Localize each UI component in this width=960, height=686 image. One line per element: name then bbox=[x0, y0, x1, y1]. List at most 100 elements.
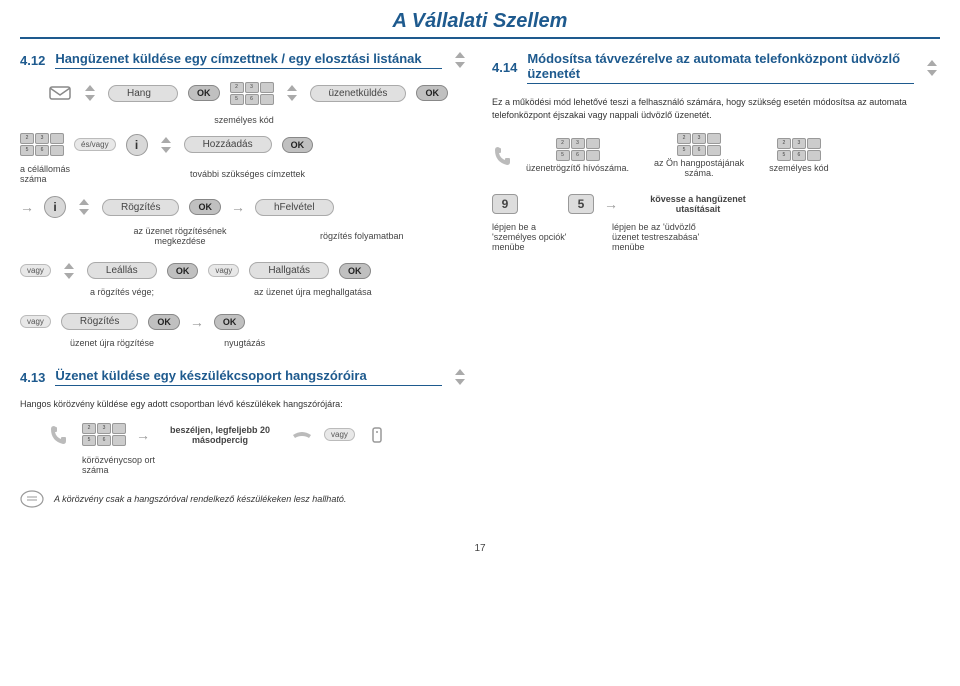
keypad-icon: 23 56 bbox=[777, 138, 821, 161]
page-number: 17 bbox=[20, 543, 940, 554]
ok-button[interactable]: OK bbox=[214, 314, 246, 330]
section-title: Módosítsa távvezérelve az automata telef… bbox=[527, 51, 914, 84]
ok-button[interactable]: OK bbox=[188, 85, 220, 101]
key-5[interactable]: 5 bbox=[568, 194, 594, 214]
heading-4-13: 4.13 Üzenet küldése egy készülékcsoport … bbox=[20, 368, 468, 386]
row-rogz2: vagy Rögzítés OK → OK bbox=[20, 313, 468, 330]
rogz-folyt-desc: rögzítés folyamatban bbox=[320, 231, 404, 241]
ok-button[interactable]: OK bbox=[189, 199, 221, 215]
keypad-icon: 23 56 bbox=[20, 133, 64, 156]
speaker-icon bbox=[365, 423, 389, 447]
vagy-label: vagy bbox=[208, 264, 239, 277]
section-num: 4.13 bbox=[20, 370, 45, 385]
uzenetrogz-desc: üzenetrögzítő hívószáma. bbox=[526, 163, 629, 173]
arrow-icon: → bbox=[231, 199, 245, 215]
key-9[interactable]: 9 bbox=[492, 194, 518, 214]
s413-intro: Hangos körözvény küldése egy adott csopo… bbox=[20, 398, 468, 411]
heading-4-12: 4.12 Hangüzenet küldése egy címzettnek /… bbox=[20, 51, 468, 69]
navpad-icon bbox=[158, 137, 174, 153]
handset-icon bbox=[492, 144, 516, 168]
s414-intro: Ez a működési mód lehetővé teszi a felha… bbox=[492, 96, 940, 121]
keypad-icon: 23 56 bbox=[677, 133, 721, 156]
keypad-icon: 23 56 bbox=[556, 138, 600, 161]
row-hang: Hang OK 23 56 üzenetküldés OK bbox=[48, 81, 468, 105]
celallomas-desc: a célállomás száma bbox=[20, 164, 90, 184]
info-button[interactable]: i bbox=[44, 196, 66, 218]
nav-icon bbox=[452, 369, 468, 385]
szemelyes-desc: személyes kód bbox=[769, 163, 829, 173]
section-title: Hangüzenet küldése egy címzettnek / egy … bbox=[55, 51, 442, 69]
section-num: 4.12 bbox=[20, 53, 45, 68]
ok-button[interactable]: OK bbox=[167, 263, 199, 279]
nav-icon bbox=[452, 52, 468, 68]
ujra-rogz-desc: üzenet újra rögzítése bbox=[70, 338, 154, 348]
row-s413-main: 23 56 → beszéljen, legfeljebb 20 másodpe… bbox=[48, 423, 468, 447]
hfelvetel-pill: hFelvétel bbox=[255, 199, 334, 216]
beszeljen-text: beszéljen, legfeljebb 20 másodpercig bbox=[160, 425, 280, 445]
page-title: A Vállalati Szellem bbox=[20, 10, 940, 39]
vagy-label: vagy bbox=[20, 264, 51, 277]
rogzites2-pill: Rögzítés bbox=[61, 313, 138, 330]
arrow-icon: → bbox=[190, 314, 204, 330]
arrow-icon: → bbox=[604, 196, 618, 212]
nav-icon bbox=[924, 60, 940, 76]
handset-down-icon bbox=[290, 423, 314, 447]
tovabbi-desc: további szükséges címzettek bbox=[190, 169, 305, 179]
rogz-vege-desc: a rögzítés vége; bbox=[90, 287, 154, 297]
esvagy-label: és/vagy bbox=[74, 138, 116, 151]
columns: 4.12 Hangüzenet küldése egy címzettnek /… bbox=[20, 51, 940, 531]
row-leallas-desc: a rögzítés vége; az üzenet újra meghallg… bbox=[20, 287, 468, 297]
info-button[interactable]: i bbox=[126, 134, 148, 156]
note-box: A körözvény csak a hangszóróval rendelke… bbox=[20, 487, 468, 511]
section-title: Üzenet küldése egy készülékcsoport hangs… bbox=[55, 368, 442, 386]
celallomas-block: 23 56 bbox=[20, 133, 64, 156]
nyugtazas-desc: nyugtázás bbox=[224, 338, 265, 348]
csop-desc: körözvénycsop ort száma bbox=[82, 455, 162, 475]
navpad-icon bbox=[82, 85, 98, 101]
vagy-label: vagy bbox=[20, 315, 51, 328]
kovesse-desc: kövesse a hangüzenet utasításait bbox=[628, 194, 768, 214]
section-4-12: 4.12 Hangüzenet küldése egy címzettnek /… bbox=[20, 51, 468, 348]
navpad-icon bbox=[61, 263, 77, 279]
navpad-icon bbox=[284, 85, 300, 101]
heading-4-14: 4.14 Módosítsa távvezérelve az automata … bbox=[492, 51, 940, 84]
row-rogz2-desc: üzenet újra rögzítése nyugtázás bbox=[20, 338, 468, 348]
ok-button[interactable]: OK bbox=[148, 314, 180, 330]
row-rogzites: → i Rögzítés OK → hFelvétel bbox=[20, 196, 468, 218]
envelope-icon bbox=[48, 81, 72, 105]
section-4-13: 4.13 Üzenet küldése egy készülékcsoport … bbox=[20, 368, 468, 511]
szemelyes-label: személyes kód bbox=[214, 115, 274, 125]
row-s414-2: 9 5 → kövesse a hangüzenet utasításait bbox=[492, 194, 940, 214]
ok-button[interactable]: OK bbox=[416, 85, 448, 101]
row-s414-2-desc: lépjen be a 'személyes opciók' menübe lé… bbox=[492, 222, 940, 252]
lepjen1-desc: lépjen be a 'személyes opciók' menübe bbox=[492, 222, 582, 252]
onhang-desc: az Ön hangpostájának száma. bbox=[639, 158, 759, 178]
handset-icon bbox=[48, 423, 72, 447]
hang-pill: Hang bbox=[108, 85, 178, 102]
row-s414-1: 23 56 üzenetrögzítő hívószáma. 23 56 az … bbox=[492, 133, 940, 178]
arrow-icon: → bbox=[20, 199, 34, 215]
vagy-label: vagy bbox=[324, 428, 355, 441]
section-num: 4.14 bbox=[492, 60, 517, 75]
note-text: A körözvény csak a hangszóróval rendelke… bbox=[54, 494, 346, 504]
note-icon bbox=[20, 487, 44, 511]
right-column: 4.14 Módosítsa távvezérelve az automata … bbox=[492, 51, 940, 531]
rogzites-pill: Rögzítés bbox=[102, 199, 179, 216]
left-column: 4.12 Hangüzenet küldése egy címzettnek /… bbox=[20, 51, 468, 531]
rogz-megk-desc: az üzenet rögzítésének megkezdése bbox=[120, 226, 240, 246]
section-4-14: 4.14 Módosítsa távvezérelve az automata … bbox=[492, 51, 940, 252]
ujra-desc: az üzenet újra meghallgatása bbox=[254, 287, 372, 297]
arrow-icon: → bbox=[136, 427, 150, 443]
row-s413-desc: körözvénycsop ort száma bbox=[48, 455, 468, 475]
row-szemelyes: személyes kód bbox=[20, 115, 468, 125]
keypad-icon: 23 56 bbox=[82, 423, 126, 446]
leallas-pill: Leállás bbox=[87, 262, 157, 279]
row-leallas: vagy Leállás OK vagy Hallgatás OK bbox=[20, 262, 468, 279]
row-hozzaadas: 23 56 és/vagy i Hozzáadás OK bbox=[20, 133, 468, 156]
keypad-icon: 23 56 bbox=[230, 82, 274, 105]
hallgatas-pill: Hallgatás bbox=[249, 262, 329, 279]
row-hozzaadas-desc: a célállomás száma további szükséges cím… bbox=[20, 164, 468, 184]
hozzaadas-pill: Hozzáadás bbox=[184, 136, 272, 153]
ok-button[interactable]: OK bbox=[339, 263, 371, 279]
ok-button[interactable]: OK bbox=[282, 137, 314, 153]
